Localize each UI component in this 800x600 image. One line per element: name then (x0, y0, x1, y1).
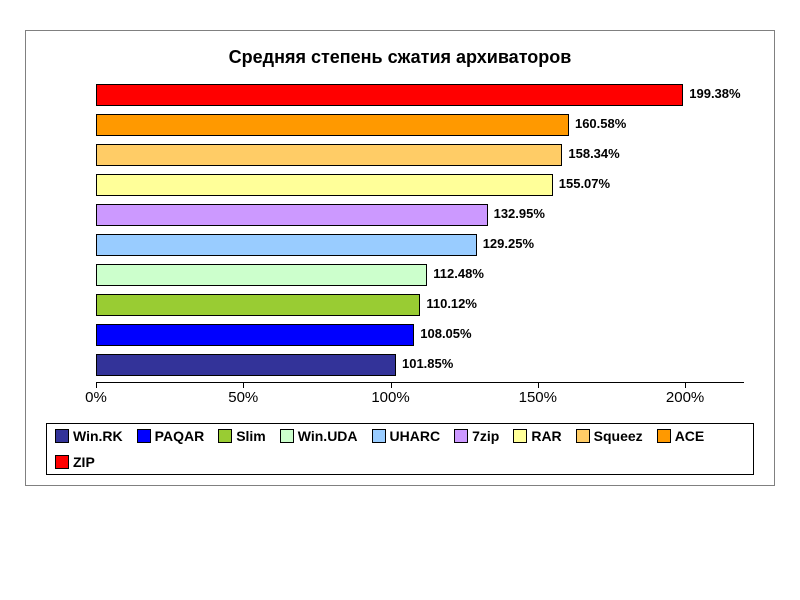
legend-item: Slim (218, 428, 266, 444)
bar-squeez (96, 144, 562, 166)
x-axis-labels: 0%50%100%150%200% (96, 389, 744, 413)
bar-value-label: 129.25% (483, 236, 534, 251)
bar-winrk (96, 354, 396, 376)
bar-row: 101.85% (96, 352, 744, 378)
legend-swatch (513, 429, 527, 443)
legend-swatch (218, 429, 232, 443)
legend-item: Win.RK (55, 428, 123, 444)
chart-title: Средняя степень сжатия архиваторов (46, 47, 754, 68)
bar-row: 129.25% (96, 232, 744, 258)
legend-item: UHARC (372, 428, 441, 444)
bar-row: 112.48% (96, 262, 744, 288)
legend-label: PAQAR (155, 428, 205, 444)
bar-row: 160.58% (96, 112, 744, 138)
plot-area: 199.38% 160.58% 158.34% 155.07% 132.95% 129.2… (96, 82, 744, 383)
bar-zip (96, 84, 683, 106)
legend-swatch (55, 455, 69, 469)
legend-label: Win.UDA (298, 428, 358, 444)
bar-row: 158.34% (96, 142, 744, 168)
legend-item: ACE (657, 428, 705, 444)
legend-swatch (576, 429, 590, 443)
x-tick (243, 382, 244, 388)
legend-swatch (372, 429, 386, 443)
legend-item: ZIP (55, 454, 95, 470)
bar-row: 132.95% (96, 202, 744, 228)
bar-value-label: 112.48% (433, 266, 484, 281)
legend-label: UHARC (390, 428, 441, 444)
legend-item: PAQAR (137, 428, 205, 444)
bar-row: 110.12% (96, 292, 744, 318)
bar-ace (96, 114, 569, 136)
legend-item: 7zip (454, 428, 499, 444)
bar-value-label: 155.07% (559, 176, 610, 191)
bar-uharc (96, 234, 477, 256)
x-axis-label: 200% (666, 389, 704, 406)
legend-swatch (137, 429, 151, 443)
bar-winuda (96, 264, 427, 286)
bar-value-label: 108.05% (420, 326, 471, 341)
x-axis-label: 50% (228, 389, 258, 406)
legend-label: 7zip (472, 428, 499, 444)
bar-row: 108.05% (96, 322, 744, 348)
bar-value-label: 158.34% (568, 146, 619, 161)
bar-rar (96, 174, 553, 196)
bar-value-label: 199.38% (689, 86, 740, 101)
legend-swatch (280, 429, 294, 443)
legend-label: ZIP (73, 454, 95, 470)
bar-row: 199.38% (96, 82, 744, 108)
legend-label: RAR (531, 428, 561, 444)
legend-item: Squeez (576, 428, 643, 444)
x-tick (685, 382, 686, 388)
bar-value-label: 132.95% (494, 206, 545, 221)
bar-row: 155.07% (96, 172, 744, 198)
bar-value-label: 101.85% (402, 356, 453, 371)
legend-label: Squeez (594, 428, 643, 444)
bar-value-label: 110.12% (426, 296, 477, 311)
bar-7zip (96, 204, 488, 226)
x-tick (538, 382, 539, 388)
legend-swatch (657, 429, 671, 443)
x-tick (96, 382, 97, 388)
x-axis-label: 150% (519, 389, 557, 406)
legend-swatch (454, 429, 468, 443)
legend-swatch (55, 429, 69, 443)
bar-slim (96, 294, 420, 316)
bar-paqar (96, 324, 414, 346)
legend-item: Win.UDA (280, 428, 358, 444)
legend-item: RAR (513, 428, 561, 444)
x-tick (391, 382, 392, 388)
legend: Win.RK PAQAR Slim Win.UDA UHARC 7zip RAR Squeez… (46, 423, 754, 475)
x-axis-label: 0% (85, 389, 107, 406)
chart-frame: Средняя степень сжатия архиваторов 199.3… (25, 30, 775, 486)
bars-region: 199.38% 160.58% 158.34% 155.07% 132.95% 129.2… (96, 82, 744, 383)
x-axis-label: 100% (371, 389, 409, 406)
chart-container: Средняя степень сжатия архиваторов 199.3… (0, 0, 800, 600)
legend-label: Win.RK (73, 428, 123, 444)
bar-value-label: 160.58% (575, 116, 626, 131)
legend-label: Slim (236, 428, 266, 444)
legend-label: ACE (675, 428, 705, 444)
